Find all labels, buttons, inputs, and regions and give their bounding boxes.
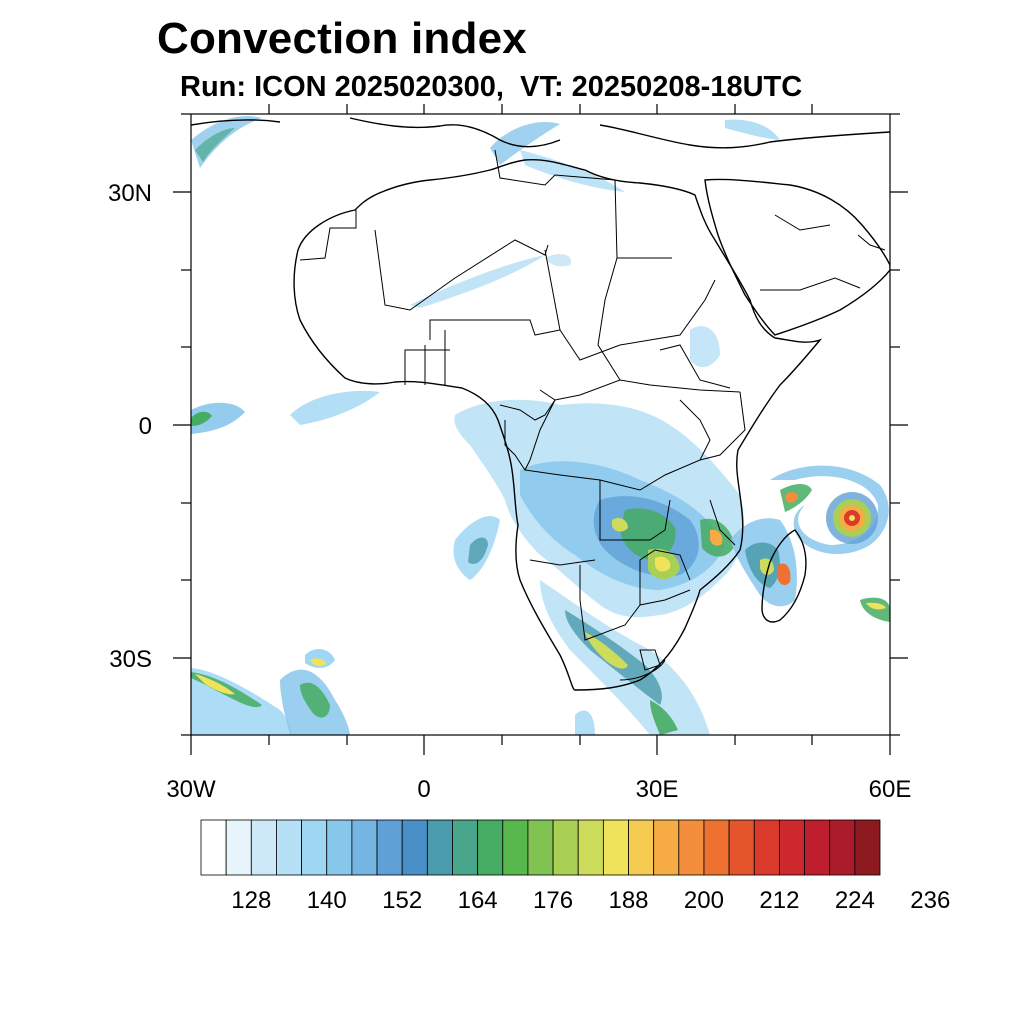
colorbar-tick-label: 212 bbox=[759, 887, 800, 914]
colorbar-swatch bbox=[301, 819, 328, 876]
colorbar-swatch bbox=[577, 819, 604, 876]
lat-label-0: 0 bbox=[138, 413, 152, 440]
colorbar-swatch bbox=[653, 819, 680, 876]
colorbar-tick-label: 176 bbox=[533, 887, 574, 914]
colorbar-swatch bbox=[804, 819, 831, 876]
lat-label-30n: 30N bbox=[107, 180, 152, 207]
lon-label-30w: 30W bbox=[166, 776, 216, 803]
colorbar-tick-label: 236 bbox=[910, 887, 951, 914]
lon-label-60e: 60E bbox=[868, 776, 912, 803]
colorbar-swatch bbox=[678, 819, 705, 876]
lon-label-30e: 30E bbox=[635, 776, 679, 803]
colorbar-swatch bbox=[477, 819, 504, 876]
colorbar-swatch bbox=[602, 819, 629, 876]
colorbar-swatch bbox=[829, 819, 856, 876]
colorbar-swatch bbox=[854, 819, 881, 876]
lat-label-30s: 30S bbox=[109, 646, 152, 673]
colorbar-swatch bbox=[376, 819, 403, 876]
chart-title: Convection index bbox=[157, 14, 527, 63]
convection-field bbox=[191, 116, 890, 735]
colorbar-swatch bbox=[225, 819, 252, 876]
chart-subtitle: Run: ICON 2025020300, VT: 20250208-18UTC bbox=[180, 71, 803, 103]
colorbar-swatch bbox=[628, 819, 655, 876]
colorbar-swatch bbox=[779, 819, 805, 876]
colorbar-swatch bbox=[276, 819, 302, 876]
lon-label-0: 0 bbox=[417, 776, 431, 803]
colorbar-swatch bbox=[527, 819, 554, 876]
colorbar-tick-label: 200 bbox=[683, 887, 724, 914]
colorbar-tick-label: 152 bbox=[382, 887, 423, 914]
colorbar-swatch bbox=[250, 819, 277, 876]
colorbar-swatch bbox=[452, 819, 479, 876]
colorbar-swatch bbox=[200, 819, 227, 876]
colorbar-swatch bbox=[426, 819, 453, 876]
colorbar-swatch bbox=[351, 819, 378, 876]
colorbar-swatch bbox=[703, 819, 730, 876]
colorbar-tick-label: 224 bbox=[834, 887, 875, 914]
colorbar-tick-label: 140 bbox=[306, 887, 347, 914]
colorbar-swatch bbox=[753, 819, 780, 876]
axis-ticks bbox=[173, 104, 908, 755]
coastlines bbox=[191, 117, 890, 691]
colorbar-swatch bbox=[401, 819, 428, 876]
colorbar-swatch bbox=[502, 819, 529, 876]
colorbar bbox=[200, 819, 881, 876]
colorbar-swatch bbox=[552, 819, 579, 876]
colorbar-swatch bbox=[728, 819, 755, 876]
colorbar-tick-label: 164 bbox=[457, 887, 498, 914]
colorbar-swatch bbox=[326, 819, 353, 876]
country-borders bbox=[299, 149, 886, 681]
colorbar-tick-label: 128 bbox=[231, 887, 272, 914]
colorbar-tick-label: 188 bbox=[608, 887, 649, 914]
